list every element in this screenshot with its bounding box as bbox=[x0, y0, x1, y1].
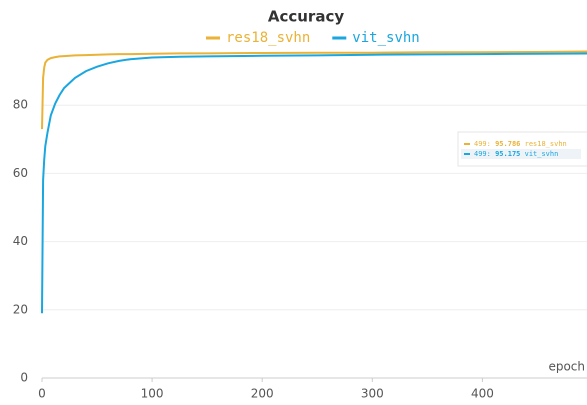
x-tick-label: 200 bbox=[251, 387, 274, 401]
y-tick-label: 0 bbox=[20, 371, 28, 385]
x-axis-label: epoch bbox=[548, 360, 585, 374]
x-tick-label: 400 bbox=[471, 387, 494, 401]
legend-label: vit_svhn bbox=[352, 30, 419, 46]
line-series bbox=[41, 52, 587, 314]
tooltip-text: vit_svhn bbox=[525, 150, 559, 158]
tooltip-entry: 499: 95.175 vit_svhn bbox=[474, 150, 558, 158]
chart-title: Accuracy bbox=[268, 8, 344, 26]
y-tick-label: 20 bbox=[13, 302, 28, 316]
x-tick-label: 0 bbox=[38, 387, 46, 401]
legend: res18_svhn vit_svhn bbox=[206, 30, 420, 46]
plot-area: 0 20 40 60 80 0 100 200 300 400 bbox=[13, 50, 587, 401]
x-tick-label: 100 bbox=[141, 387, 164, 401]
tooltip-text: 499 bbox=[474, 150, 487, 158]
tooltip-text: res18_svhn bbox=[525, 140, 567, 148]
x-tick-label: 300 bbox=[361, 387, 384, 401]
tooltip-text: 499 bbox=[474, 140, 487, 148]
tooltip-text: 95.175 bbox=[495, 150, 520, 158]
tooltip-entry: 499: 95.786 res18_svhn bbox=[474, 140, 567, 148]
legend-label: res18_svhn bbox=[226, 30, 310, 46]
y-tick-label: 60 bbox=[13, 166, 28, 180]
y-tick-label: 40 bbox=[13, 234, 28, 248]
y-tick-label: 80 bbox=[13, 98, 28, 112]
tooltip-highlight bbox=[461, 149, 581, 159]
tooltip-text: 95.786 bbox=[495, 140, 520, 148]
tooltip: 499: 95.786 res18_svhn 499: 95.175 vit_sv… bbox=[457, 131, 587, 167]
line-series bbox=[41, 50, 587, 130]
